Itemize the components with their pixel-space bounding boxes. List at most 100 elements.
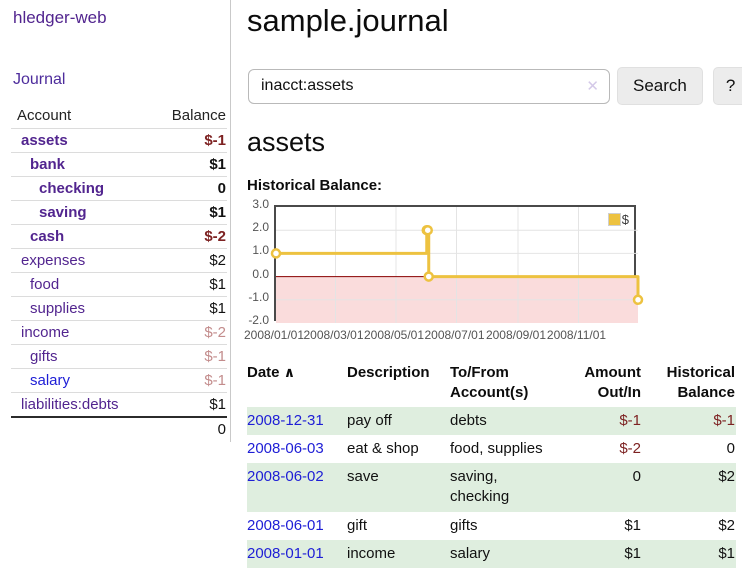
transaction-accounts: debts xyxy=(450,411,487,429)
clear-search-icon[interactable]: ✕ xyxy=(586,77,599,95)
accounts-header-balance: Balance xyxy=(148,104,227,129)
account-link-food[interactable]: food xyxy=(30,276,60,293)
transaction-amount: $-2 xyxy=(619,439,641,457)
legend-color-swatch xyxy=(607,213,621,226)
y-axis-tick-label: 3.0 xyxy=(252,197,269,211)
transaction-date-link[interactable]: 2008-12-31 xyxy=(247,411,324,429)
accounts-table: Account Balance assets $-1 bank $1 checkin… xyxy=(11,104,227,441)
transaction-balance: $1 xyxy=(718,544,735,562)
account-row-checking: checking 0 xyxy=(11,176,227,201)
register-row: 2008-06-02 save saving, checking 0 $2 xyxy=(247,463,736,512)
x-axis-tick-label: 2008/07/01 xyxy=(424,328,485,342)
sidebar-item-journal[interactable]: Journal xyxy=(13,71,66,88)
account-row-assets: assets $-1 xyxy=(11,128,227,153)
account-balance-income: $-2 xyxy=(148,320,227,345)
help-button[interactable]: ? xyxy=(712,67,742,105)
register-header-date[interactable]: Date ∧ xyxy=(247,361,347,407)
register-row: 2008-01-01 income salary $1 $1 xyxy=(247,539,736,568)
account-balance-food: $1 xyxy=(148,272,227,297)
account-link-cash[interactable]: cash xyxy=(30,228,65,245)
transaction-balance: $2 xyxy=(718,468,735,485)
x-axis-tick-label: 2008/03/01 xyxy=(303,328,364,342)
y-axis-tick-label: 2.0 xyxy=(252,220,269,235)
transaction-balance: $2 xyxy=(718,516,735,534)
register-header-balance: Historical Balance xyxy=(666,364,735,402)
account-balance-supplies: $1 xyxy=(148,296,227,321)
register-header-tofrom: To/From Account(s) xyxy=(450,364,529,402)
register-row: 2008-06-01 gift gifts $1 $2 xyxy=(247,512,736,540)
x-axis-tick-label: 2008/01/01 xyxy=(243,328,305,342)
transaction-amount: $1 xyxy=(624,544,641,562)
transaction-accounts: saving, checking xyxy=(450,468,510,506)
account-balance-saving: $1 xyxy=(148,200,227,225)
legend-label: $ xyxy=(621,212,629,227)
transaction-description: pay off xyxy=(347,411,392,429)
transaction-accounts: food, supplies xyxy=(450,439,543,457)
account-balance-cash: $-2 xyxy=(148,224,227,249)
accounts-header-row: Account Balance xyxy=(11,104,227,129)
transaction-amount: $-1 xyxy=(619,411,641,429)
accounts-header-account: Account xyxy=(11,104,149,129)
register-row: 2008-06-03 eat & shop food, supplies $-2… xyxy=(247,435,736,463)
chart-legend: $ xyxy=(605,211,631,228)
sidebar: hledger-web Journal Account Balance asse… xyxy=(0,0,231,442)
chart-plot-area: $ xyxy=(270,205,644,323)
account-balance-bank: $1 xyxy=(148,152,227,177)
y-axis-tick-label: -2.0 xyxy=(248,313,269,327)
transaction-date-link[interactable]: 2008-01-01 xyxy=(247,544,324,562)
account-row-cash: cash $-2 xyxy=(11,224,227,249)
transaction-accounts: salary xyxy=(450,544,491,562)
account-row-supplies: supplies $1 xyxy=(11,296,227,321)
chart-canvas xyxy=(270,207,644,323)
account-balance-liabilities-debts: $1 xyxy=(148,392,227,418)
account-balance-assets: $-1 xyxy=(148,128,227,153)
account-link-expenses[interactable]: expenses xyxy=(21,252,86,269)
search-form: ✕ Search ? xyxy=(248,66,742,106)
transaction-date-link[interactable]: 2008-06-03 xyxy=(247,439,324,457)
account-link-assets[interactable]: assets xyxy=(21,132,68,149)
transaction-balance: $-1 xyxy=(713,411,735,429)
page-title: sample.journal xyxy=(247,3,449,38)
search-input[interactable] xyxy=(248,68,610,104)
chart-title: Historical Balance: xyxy=(247,177,383,194)
account-link-income[interactable]: income xyxy=(21,324,70,341)
register-header-amount: Amount Out/In xyxy=(584,364,641,402)
x-axis-tick-label: 2008/09/01 xyxy=(485,328,547,342)
transaction-description: income xyxy=(347,544,396,562)
search-button[interactable]: Search xyxy=(617,67,703,105)
transaction-date-link[interactable]: 2008-06-01 xyxy=(247,516,324,534)
account-row-expenses: expenses $2 xyxy=(11,248,227,273)
account-link-supplies[interactable]: supplies xyxy=(30,300,86,317)
accounts-total-value: 0 xyxy=(148,416,227,441)
app-title-link[interactable]: hledger-web xyxy=(13,8,107,27)
transaction-description: gift xyxy=(347,516,368,534)
register-header-row: Date ∧ Description To/From Account(s) Am… xyxy=(247,361,736,407)
account-row-food: food $1 xyxy=(11,272,227,297)
account-balance-gifts: $-1 xyxy=(148,344,227,369)
transaction-date-link[interactable]: 2008-06-02 xyxy=(247,468,324,485)
y-axis-tick-label: 1.0 xyxy=(252,243,269,258)
account-balance-checking: 0 xyxy=(148,176,227,201)
register-row: 2008-12-31 pay off debts $-1 $-1 xyxy=(247,406,736,435)
account-row-bank: bank $1 xyxy=(11,152,227,177)
account-link-salary[interactable]: salary xyxy=(30,372,71,389)
register-table: Date ∧ Description To/From Account(s) Am… xyxy=(247,361,736,568)
x-axis-tick-label: 2008/11/01 xyxy=(546,328,607,342)
transaction-description: eat & shop xyxy=(347,439,419,457)
sort-ascending-icon: ∧ xyxy=(283,364,296,380)
account-balance-salary: $-1 xyxy=(148,368,227,393)
account-link-checking[interactable]: checking xyxy=(39,180,105,197)
balance-chart: 3.0 2.0 1.0 0.0 -1.0 -2.0 $ 2008/01/01 2008/03… xyxy=(243,197,736,350)
account-link-saving[interactable]: saving xyxy=(39,204,87,221)
account-row-saving: saving $1 xyxy=(11,200,227,225)
accounts-total-row: 0 xyxy=(11,416,227,441)
transaction-amount: $1 xyxy=(624,516,641,534)
account-link-liabilities-debts[interactable]: liabilities:debts xyxy=(21,396,119,413)
account-link-gifts[interactable]: gifts xyxy=(30,348,58,365)
account-link-bank[interactable]: bank xyxy=(30,156,66,173)
account-row-income: income $-2 xyxy=(11,320,227,345)
account-balance-expenses: $2 xyxy=(148,248,227,273)
account-row-liabilities-debts: liabilities:debts $1 xyxy=(11,392,227,418)
transaction-amount: 0 xyxy=(632,468,641,485)
